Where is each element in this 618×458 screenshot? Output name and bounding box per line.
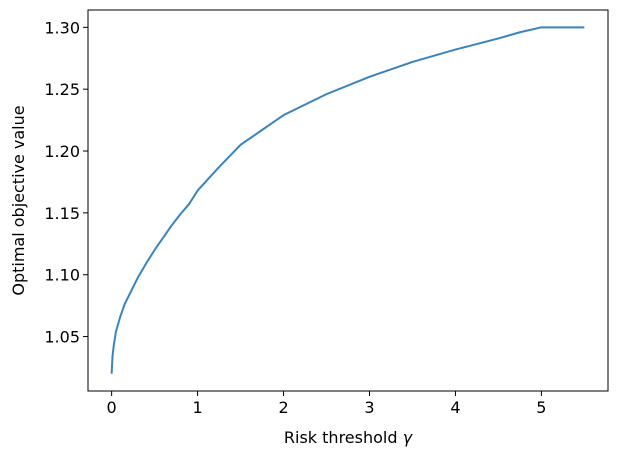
y-tick-label: 1.15 xyxy=(44,204,80,223)
x-axis-title-text: Risk threshold xyxy=(284,428,398,447)
y-axis-title: Optimal objective value xyxy=(9,105,28,295)
x-axis-ticks: 0 1 2 3 4 5 xyxy=(107,391,546,417)
axes-frame xyxy=(87,9,609,392)
y-tick-label: 1.20 xyxy=(44,142,80,161)
y-axis-ticks: 1.05 1.10 1.15 1.20 1.25 1.30 xyxy=(44,18,88,347)
x-axis-title: Risk threshold γ xyxy=(284,428,414,447)
x-tick-label: 1 xyxy=(192,398,202,417)
x-tick-label: 5 xyxy=(536,398,546,417)
x-tick-label: 3 xyxy=(364,398,374,417)
x-tick-label: 0 xyxy=(107,398,117,417)
gamma-symbol: γ xyxy=(403,428,414,447)
y-tick-label: 1.30 xyxy=(44,18,80,37)
plot-area xyxy=(110,26,585,374)
series-line-0 xyxy=(110,26,585,374)
x-tick-label: 4 xyxy=(450,398,460,417)
y-tick-label: 1.25 xyxy=(44,80,80,99)
y-tick-label: 1.10 xyxy=(44,266,80,285)
y-tick-label: 1.05 xyxy=(44,328,80,347)
x-tick-label: 2 xyxy=(278,398,288,417)
